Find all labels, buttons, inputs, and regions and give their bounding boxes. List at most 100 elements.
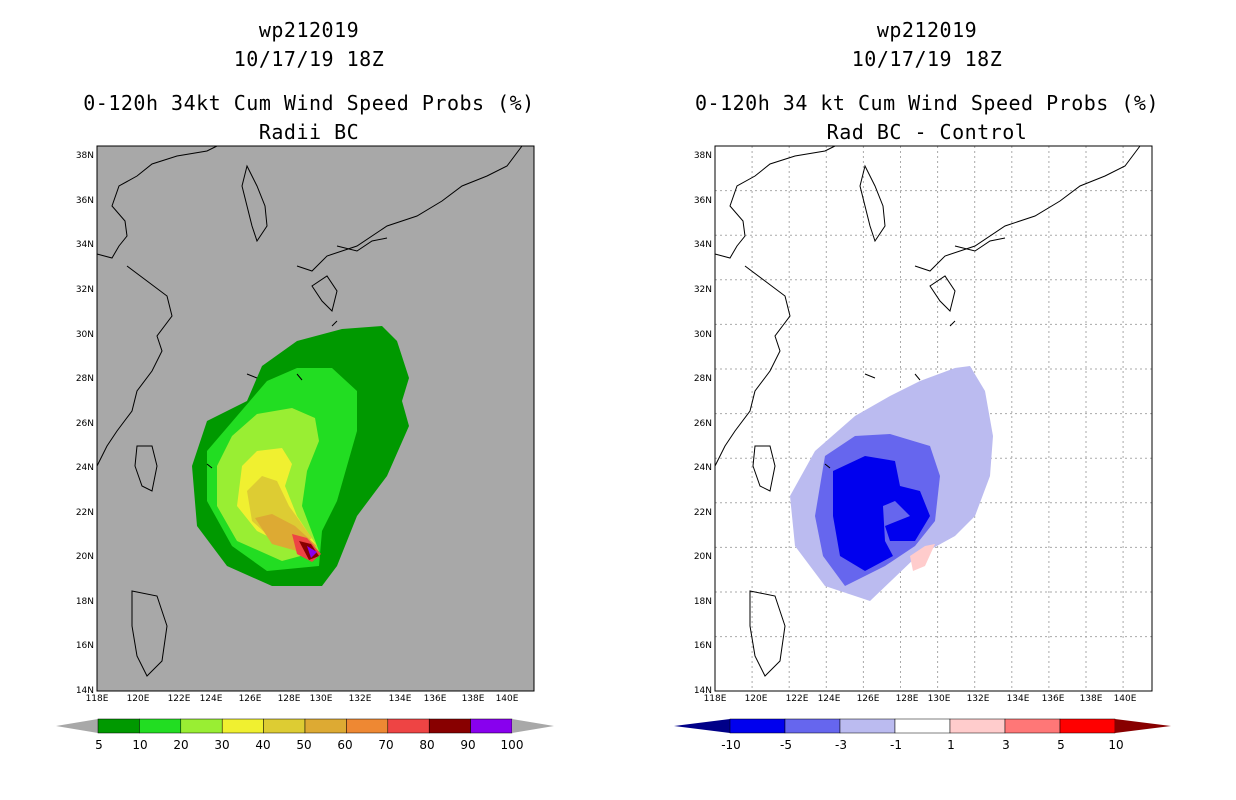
lon-tick: 122E	[785, 694, 809, 704]
lat-tick: 38N	[75, 151, 94, 161]
left-colorbar-cell	[387, 718, 430, 734]
cb-label: 100	[500, 738, 524, 752]
right-gridlines	[715, 146, 1152, 691]
cb-label: 10	[132, 738, 148, 752]
lon-tick: 124E	[199, 694, 223, 704]
lon-tick: 140E	[1113, 694, 1137, 704]
cb-label: 10	[1108, 738, 1124, 752]
cb-label: 1	[947, 738, 955, 752]
lat-tick: 22N	[693, 508, 712, 518]
left-colorbar-cell	[139, 718, 182, 734]
lon-tick: 122E	[167, 694, 191, 704]
left-title-sub: Radii BC	[258, 120, 360, 144]
right-title-date: 10/17/19 18Z	[851, 47, 1003, 71]
cb-label: -3	[835, 738, 847, 752]
lon-tick: 134E	[388, 694, 412, 704]
lon-tick: 126E	[856, 694, 880, 704]
left-colorbar-cell	[470, 718, 513, 734]
right-title-product: 0-120h 34 kt Cum Wind Speed Probs (%)	[694, 91, 1160, 115]
left-title-date: 10/17/19 18Z	[233, 47, 385, 71]
lat-tick: 28N	[75, 374, 94, 384]
left-panel: wp212019 10/17/19 18Z 0-120h 34kt Cum Wi…	[56, 18, 554, 752]
left-colorbar-cell	[304, 718, 347, 734]
left-colorbar	[56, 718, 554, 734]
lon-tick: 120E	[126, 694, 150, 704]
right-panel: wp212019 10/17/19 18Z 0-120h 34 kt Cum W…	[618, 0, 1236, 800]
lon-tick: 118E	[85, 694, 109, 704]
lat-tick: 34N	[75, 240, 94, 250]
left-map	[96, 145, 535, 692]
lat-tick: 14N	[693, 686, 712, 696]
lat-tick: 30N	[75, 330, 94, 340]
lat-tick: 16N	[75, 641, 94, 651]
left-colorbar-high-end	[512, 719, 554, 733]
left-title-storm: wp212019	[258, 18, 360, 42]
cb-label: 40	[255, 738, 271, 752]
lon-tick: 128E	[277, 694, 301, 704]
lat-tick: 24N	[693, 463, 712, 473]
right-title-sub: Rad BC - Control	[826, 120, 1028, 144]
cb-label: 30	[214, 738, 230, 752]
lat-tick: 28N	[693, 374, 712, 384]
lon-tick: 124E	[817, 694, 841, 704]
lat-tick: 18N	[693, 597, 712, 607]
cb-label: 5	[1057, 738, 1065, 752]
lon-tick: 136E	[1041, 694, 1065, 704]
lat-tick: 32N	[75, 285, 94, 295]
lon-tick: 138E	[1079, 694, 1103, 704]
lon-tick: 126E	[238, 694, 262, 704]
cb-label: 90	[460, 738, 476, 752]
lat-tick: 24N	[75, 463, 94, 473]
lat-tick: 36N	[75, 196, 94, 206]
lon-tick: 140E	[495, 694, 519, 704]
left-colorbar-cell	[346, 718, 389, 734]
right-diff-minus5	[833, 456, 930, 571]
cb-label: 50	[296, 738, 312, 752]
lon-tick: 132E	[348, 694, 372, 704]
right-colorbar-cell	[784, 718, 841, 734]
lat-tick: 32N	[693, 285, 712, 295]
lon-tick: 132E	[966, 694, 990, 704]
lat-tick: 22N	[75, 508, 94, 518]
right-colorbar-cell	[949, 718, 1006, 734]
cb-label: 3	[1002, 738, 1010, 752]
right-colorbar-cell	[729, 718, 786, 734]
lat-tick: 26N	[693, 419, 712, 429]
left-title-product: 0-120h 34kt Cum Wind Speed Probs (%)	[83, 91, 535, 115]
cb-label: -10	[721, 738, 741, 752]
cb-label: -5	[780, 738, 792, 752]
right-colorbar-cell	[839, 718, 896, 734]
lat-tick: 38N	[693, 151, 712, 161]
left-colorbar-low-end	[56, 719, 98, 733]
right-title-storm: wp212019	[876, 18, 978, 42]
right-colorbar-high-end	[1115, 719, 1171, 733]
cb-label: -1	[890, 738, 902, 752]
cb-label: 60	[337, 738, 353, 752]
left-colorbar-cell	[97, 718, 140, 734]
left-colorbar-cell	[180, 718, 223, 734]
cb-label: 20	[173, 738, 189, 752]
cb-label: 80	[419, 738, 435, 752]
lat-tick: 34N	[693, 240, 712, 250]
lat-tick: 18N	[75, 597, 94, 607]
left-coastlines	[96, 145, 523, 677]
lat-tick: 20N	[693, 552, 712, 562]
lon-tick: 130E	[927, 694, 951, 704]
lat-tick: 14N	[75, 686, 94, 696]
lat-tick: 26N	[75, 419, 94, 429]
right-colorbar-cell	[1004, 718, 1061, 734]
lat-tick: 36N	[693, 196, 712, 206]
lon-tick: 136E	[423, 694, 447, 704]
lon-tick: 120E	[744, 694, 768, 704]
lon-tick: 130E	[309, 694, 333, 704]
left-colorbar-cell	[263, 718, 306, 734]
left-colorbar-cell	[428, 718, 471, 734]
right-diff-plus1	[910, 544, 935, 571]
right-colorbar	[674, 718, 1171, 734]
left-prob-100	[307, 546, 317, 558]
cb-label: 5	[95, 738, 103, 752]
right-coastlines	[714, 145, 1141, 677]
right-colorbar-low-end	[674, 719, 730, 733]
lon-tick: 128E	[895, 694, 919, 704]
lon-tick: 118E	[703, 694, 727, 704]
